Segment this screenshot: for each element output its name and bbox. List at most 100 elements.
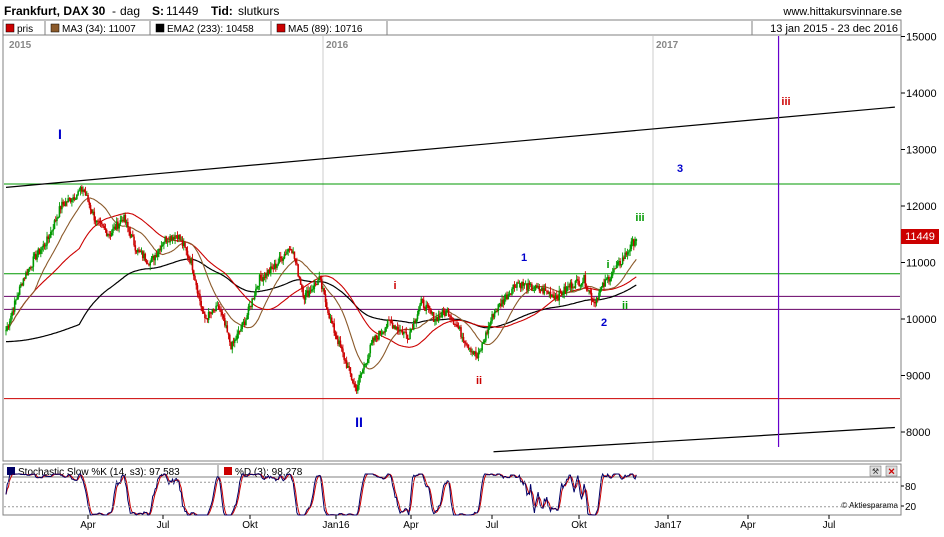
- candle-body: [583, 274, 585, 282]
- stoch-level-80: 80: [905, 482, 917, 493]
- candle-body: [32, 256, 35, 267]
- legend-pris: pris: [17, 24, 33, 35]
- candle-body: [232, 341, 235, 343]
- candle-body: [113, 226, 115, 229]
- candle-body: [370, 342, 373, 345]
- candle-body: [109, 234, 112, 237]
- candle-body: [577, 279, 579, 281]
- candle-body: [221, 312, 224, 316]
- candle-body: [11, 311, 14, 316]
- candle-body: [134, 245, 137, 251]
- candle-body: [497, 304, 500, 312]
- s-value: 11449: [166, 4, 199, 18]
- candle-body: [150, 258, 153, 262]
- candle-body: [565, 286, 568, 292]
- candle-body: [182, 243, 185, 246]
- candle-body: [245, 319, 247, 326]
- title-separator: -: [112, 4, 116, 18]
- candle-body: [247, 306, 250, 316]
- candle-body: [83, 189, 86, 192]
- candle-body: [368, 353, 370, 359]
- candle-body: [432, 312, 435, 322]
- candle-body: [132, 234, 134, 237]
- pane-close-button[interactable]: [885, 465, 898, 477]
- candle-body: [294, 258, 297, 263]
- candle-body: [444, 312, 446, 316]
- pane-settings-button[interactable]: [869, 465, 882, 477]
- candle-body: [615, 265, 618, 269]
- candle-body: [344, 359, 347, 361]
- candle-body: [174, 235, 176, 240]
- candle-body: [481, 343, 483, 351]
- candle-body: [271, 266, 273, 269]
- candle-body: [68, 198, 71, 200]
- candle-body: [64, 201, 67, 206]
- candle-body: [591, 300, 594, 302]
- candle-body: [228, 334, 231, 343]
- candle-body: [339, 340, 342, 347]
- candle-body: [156, 252, 159, 257]
- candle-body: [279, 256, 282, 259]
- legend-ma5: MA5 (89): 10716: [288, 24, 363, 35]
- candle-body: [373, 337, 375, 341]
- candle-body: [143, 253, 145, 259]
- candle-body: [384, 328, 386, 333]
- candle-body: [86, 195, 88, 196]
- candle-body: [74, 198, 77, 200]
- candle-body: [533, 289, 536, 291]
- x-axis: Apr Jul Okt Jan16 Apr Jul Okt Jan17 Apr Jul: [80, 515, 835, 531]
- candle-body: [471, 351, 473, 353]
- candle-body: [375, 335, 378, 338]
- candle-body: [267, 269, 270, 276]
- candle-body: [40, 250, 42, 254]
- candle-body: [568, 286, 570, 288]
- candle-body: [214, 310, 216, 312]
- candle-body: [365, 363, 368, 364]
- candle-body: [567, 286, 569, 288]
- candle-body: [347, 366, 349, 368]
- candle-body: [100, 222, 103, 225]
- candle-body: [395, 327, 398, 330]
- candle-body: [363, 365, 365, 370]
- candle-body: [573, 287, 575, 289]
- candle-body: [120, 219, 123, 221]
- candle-body: [212, 309, 215, 311]
- candle-body: [144, 253, 147, 261]
- candle-body: [97, 220, 99, 222]
- candle-body: [41, 247, 43, 251]
- candle-body: [511, 288, 513, 295]
- candle-body: [283, 254, 286, 259]
- candle-body: [415, 319, 418, 323]
- candle-body: [455, 324, 457, 326]
- candle-body: [599, 289, 602, 293]
- candle-body: [378, 330, 380, 340]
- candle-body: [514, 286, 517, 288]
- candle-body: [35, 253, 37, 260]
- close-icon: ✕: [888, 467, 896, 477]
- candle-body: [364, 363, 367, 366]
- candle-body: [277, 262, 280, 265]
- legend: pris MA3 (34): 11007 EMA2 (233): 10458 M…: [3, 21, 901, 36]
- candle-body: [79, 186, 82, 191]
- stoch-d-legend: %D (3): 98,278: [235, 467, 303, 478]
- candle-body: [589, 290, 592, 293]
- tid-label: Tid:: [211, 4, 233, 18]
- candle-body: [124, 214, 127, 223]
- candle-body: [102, 224, 104, 227]
- candle-body: [56, 217, 58, 221]
- candle-body: [552, 294, 554, 296]
- candle-body: [574, 280, 577, 289]
- candle-body: [572, 287, 574, 289]
- candle-body: [526, 283, 528, 291]
- candle-body: [527, 282, 529, 291]
- candle-body: [582, 281, 584, 284]
- candle-body: [434, 320, 436, 322]
- candle-body: [48, 237, 51, 240]
- candle-body: [538, 286, 541, 291]
- candle-body: [148, 263, 150, 266]
- x-tick-label: Jul: [486, 520, 499, 531]
- candle-body: [388, 319, 390, 321]
- candle-body: [260, 274, 262, 278]
- candle-body: [103, 226, 106, 229]
